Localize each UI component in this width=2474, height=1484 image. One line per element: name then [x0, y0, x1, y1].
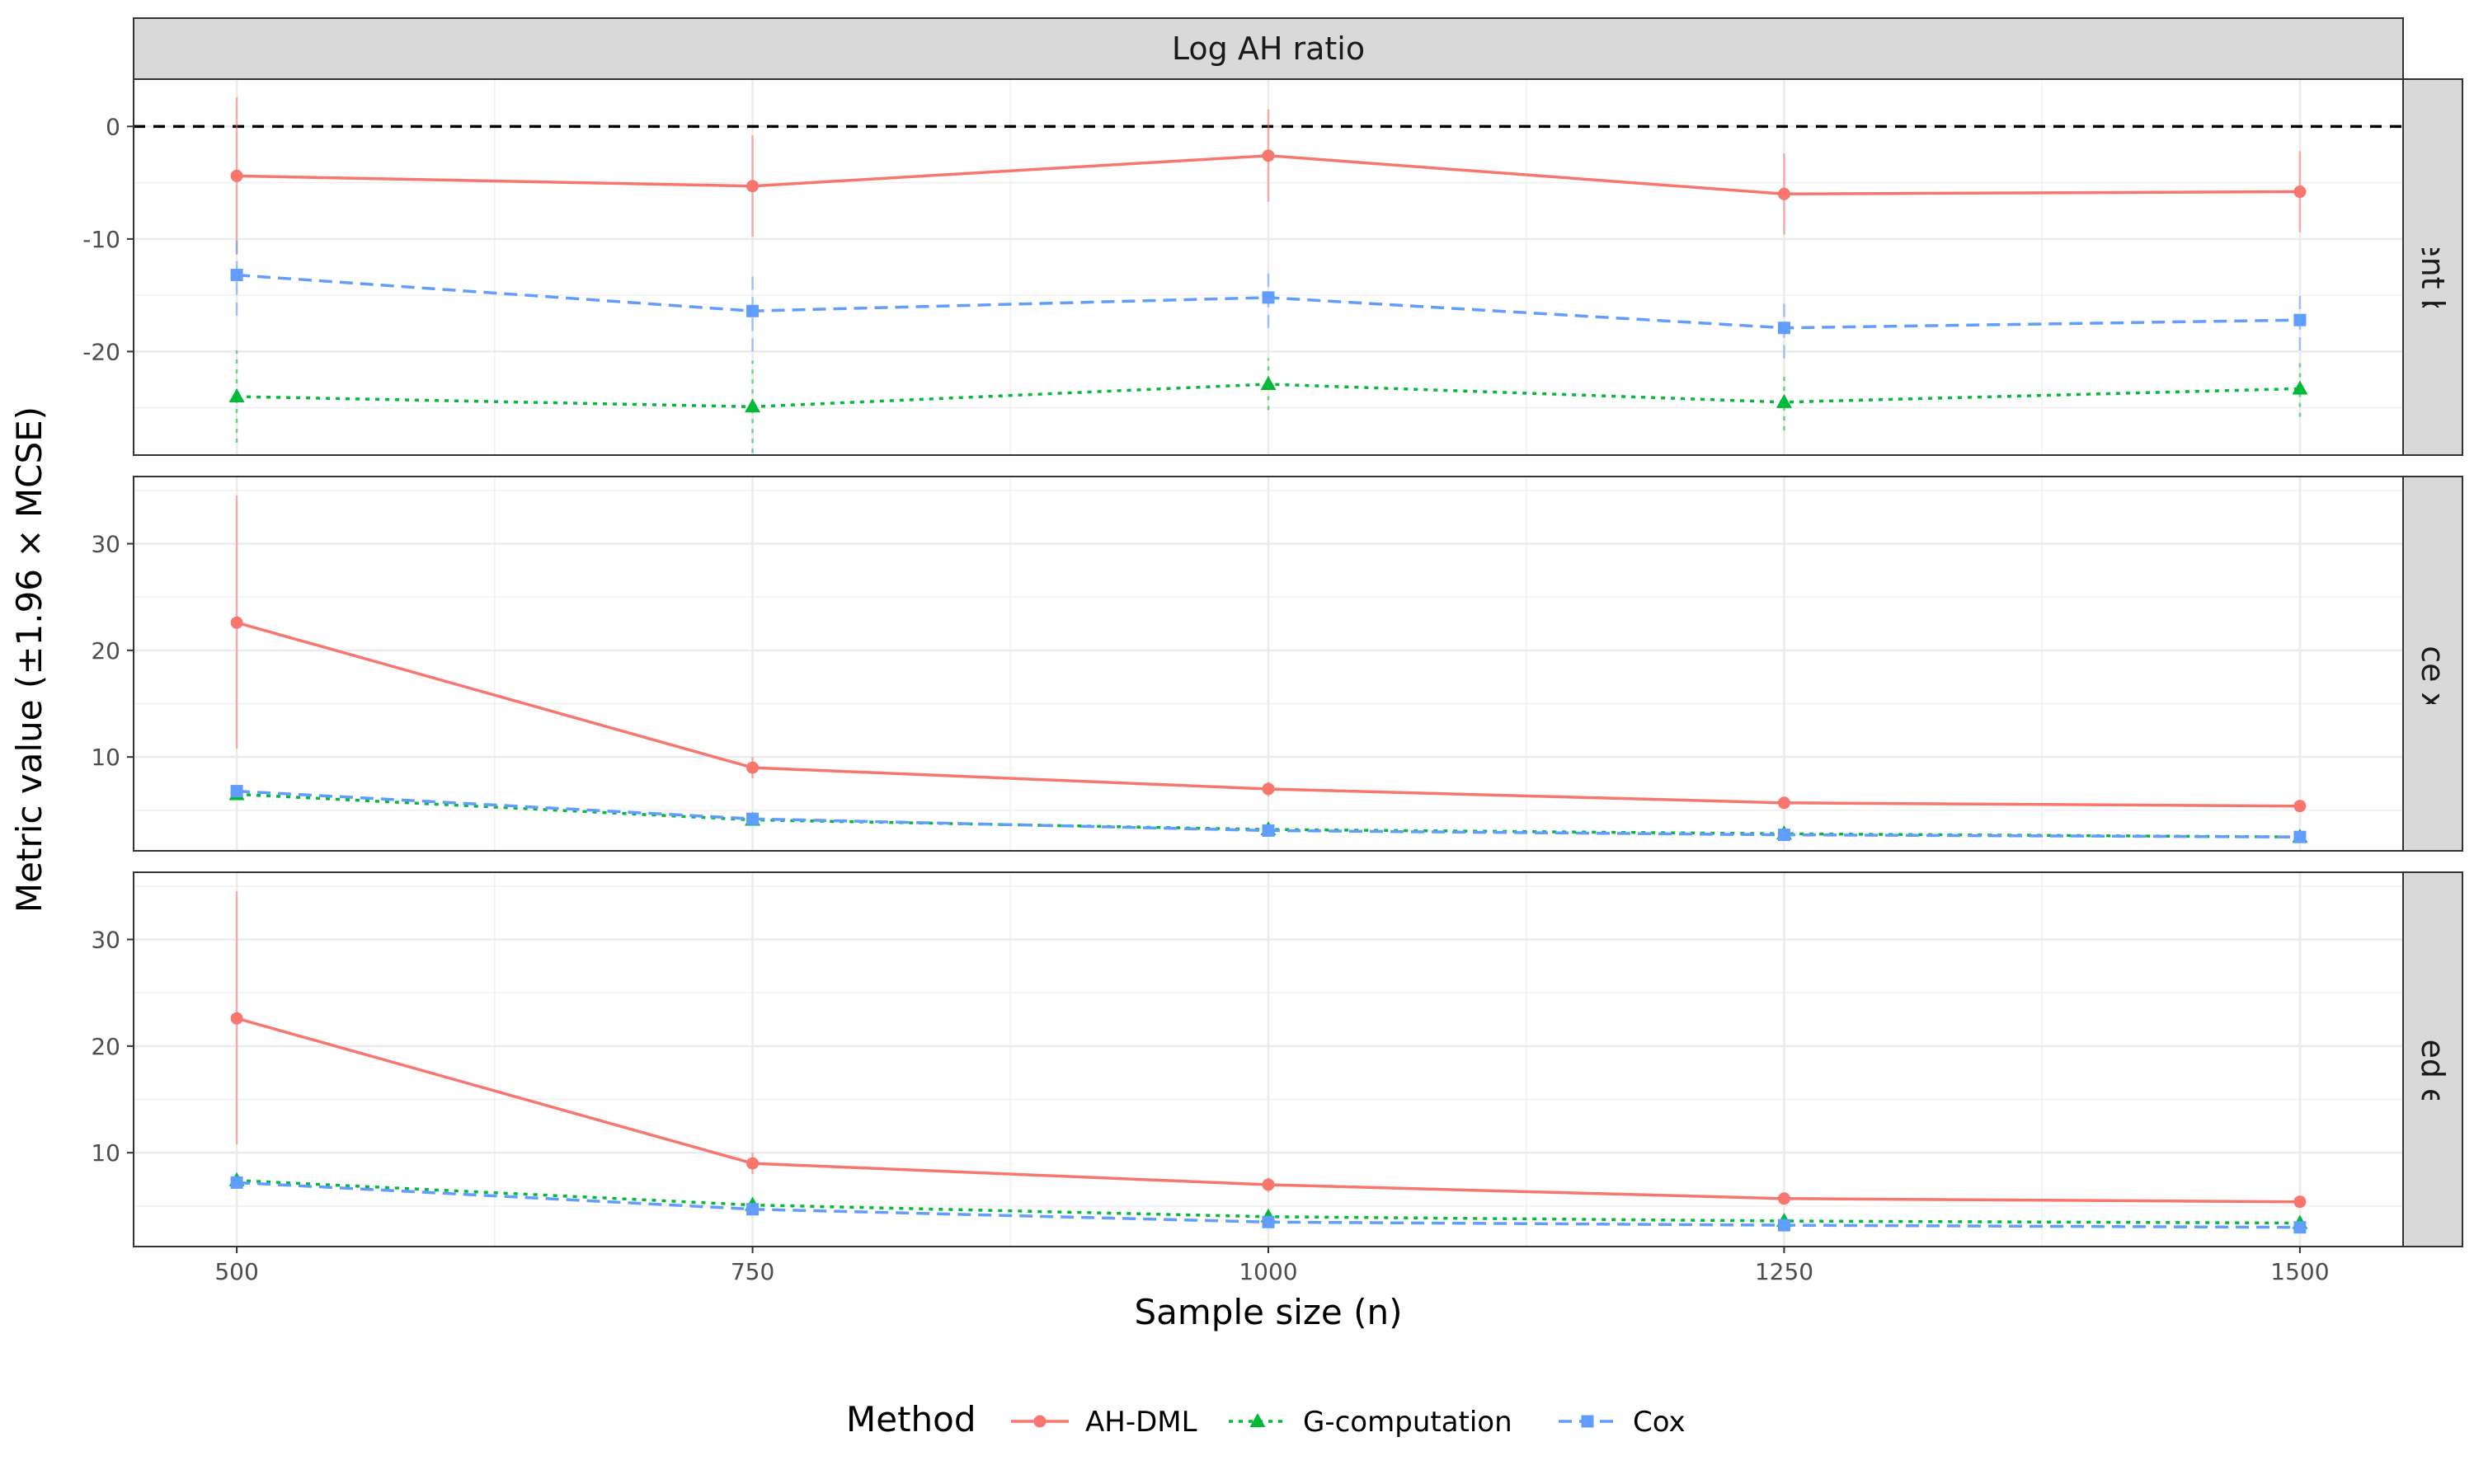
y-axis-title: Metric value (±1.96 × MCSE) — [9, 406, 49, 913]
panel-strip-label: Mean squared error x 100 — [2415, 857, 2451, 1262]
cox-point — [746, 812, 760, 825]
ah-dml-point — [230, 1012, 243, 1025]
ah-dml-point — [1262, 782, 1275, 796]
ah-dml-point — [1262, 1178, 1275, 1191]
cox-point — [2293, 830, 2307, 843]
panel-strip-label: Variance x 100 — [2415, 547, 2451, 780]
x-tick-label: 750 — [731, 1258, 774, 1285]
cox-point — [2293, 313, 2307, 326]
x-tick-label: 1500 — [2270, 1258, 2329, 1285]
cox-point — [1777, 322, 1790, 335]
y-tick-label: 0 — [106, 113, 120, 140]
panel-strip-label: Percent bias — [2415, 171, 2451, 364]
panel-data — [228, 891, 2308, 1234]
ah-dml-point — [2293, 186, 2307, 199]
ah-dml-point — [230, 169, 243, 182]
g-computation-point — [745, 398, 761, 413]
panel-strip — [2402, 78, 2463, 456]
y-tick-label: -10 — [82, 226, 120, 253]
ah-dml-point — [746, 1157, 760, 1170]
panel-strip — [2402, 476, 2463, 852]
cox-point — [1262, 291, 1275, 304]
cox-point — [746, 304, 760, 317]
y-tick-label: 30 — [91, 926, 120, 953]
legend-title: Method — [846, 1399, 976, 1439]
panel-data — [134, 96, 2403, 453]
cox-point — [1777, 829, 1790, 842]
g-computation-point — [1776, 393, 1792, 408]
y-tick-label: 30 — [91, 530, 120, 557]
g-computation-point — [228, 388, 245, 403]
cox-point — [230, 1176, 243, 1189]
legend-key-marker — [1033, 1415, 1047, 1428]
panel-1: -20 -10 0 Percent bias — [82, 78, 2463, 456]
panel-2: 10 20 30 Variance x 100 — [91, 476, 2463, 852]
legend-key-marker — [1249, 1413, 1266, 1427]
cox-point — [230, 269, 243, 282]
cox-point — [1777, 1219, 1790, 1232]
legend-label: Cox — [1633, 1406, 1686, 1439]
cox-point — [2293, 1221, 2307, 1234]
y-tick-label: 10 — [91, 1139, 120, 1167]
panel-data — [228, 495, 2308, 843]
cox-point — [746, 1203, 760, 1216]
ah-dml-point — [1777, 1192, 1790, 1205]
panel-3: 10 20 30 Mean squared error x 100 — [91, 857, 2463, 1262]
y-tick-label: 20 — [91, 637, 120, 665]
x-tick-label: 1000 — [1239, 1258, 1297, 1285]
g-computation-point — [1260, 375, 1277, 390]
ah-dml-point — [1777, 187, 1790, 200]
ah-dml-point — [230, 616, 243, 629]
ah-dml-point — [2293, 1195, 2307, 1209]
ah-dml-point — [2293, 800, 2307, 813]
facet-title: Log AH ratio — [1172, 31, 1365, 67]
x-tick-label: 1250 — [1755, 1258, 1813, 1285]
y-tick-label: 10 — [91, 744, 120, 771]
cox-point — [1262, 1215, 1275, 1228]
ah-dml-point — [1262, 149, 1275, 162]
cox-point — [230, 785, 243, 798]
y-tick-label: 20 — [91, 1033, 120, 1060]
ah-dml-point — [1777, 796, 1790, 810]
legend-label: AH-DML — [1085, 1406, 1197, 1439]
cox-point — [1262, 824, 1275, 837]
legend-label: G-computation — [1303, 1406, 1512, 1439]
x-axis-title: Sample size (n) — [1134, 1292, 1402, 1332]
panel-strip — [2402, 871, 2463, 1247]
y-tick-label: -20 — [82, 338, 120, 365]
g-computation-point — [2292, 380, 2308, 395]
facet-title-strip — [133, 17, 2404, 80]
x-tick-label: 500 — [214, 1258, 258, 1285]
ah-dml-point — [746, 180, 760, 193]
ah-dml-point — [746, 761, 760, 774]
legend-key-marker — [1581, 1415, 1594, 1428]
